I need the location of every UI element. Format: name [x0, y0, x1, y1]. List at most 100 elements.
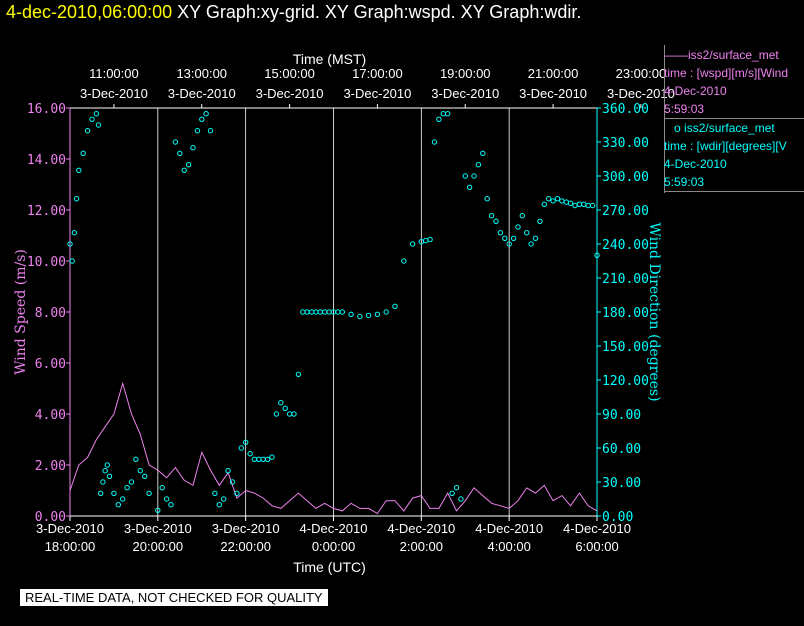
wind-direction-point — [291, 411, 297, 417]
bottom-tick-time: 4:00:00 — [487, 539, 530, 554]
wind-direction-point — [181, 167, 187, 174]
legend-wdir[interactable]: o iss2/surface_met time : [wdir][degrees… — [664, 119, 804, 191]
wind-direction-point — [374, 311, 381, 317]
bottom-tick-time: 20:00:00 — [133, 539, 184, 554]
wind-direction-point — [427, 236, 433, 243]
wind-direction-point — [106, 473, 113, 479]
bottom-tick-time: 6:00:00 — [575, 539, 618, 554]
legend-bottom-divider — [664, 191, 804, 192]
wind-direction-point — [401, 258, 407, 264]
wind-direction-point — [172, 139, 179, 145]
wind-direction-point — [115, 502, 122, 508]
wind-direction-point — [104, 462, 111, 468]
right-tick-label: 210.00 — [602, 272, 649, 287]
bottom-tick-time: 0:00:00 — [312, 539, 355, 554]
wind-direction-point — [238, 445, 245, 451]
left-tick-label: 12.00 — [27, 204, 66, 219]
wind-direction-point — [282, 405, 288, 411]
wind-direction-point — [159, 485, 165, 491]
wind-direction-point — [102, 468, 108, 474]
wind-direction-point — [502, 235, 508, 242]
wind-direction-point — [190, 145, 196, 151]
top-tick-date: 3-Dec-2010 — [256, 86, 324, 101]
wind-direction-point — [229, 479, 236, 485]
wind-direction-point — [76, 167, 82, 174]
legend-wspd-time: 5:59:03 — [664, 102, 705, 116]
wind-direction-point — [142, 473, 148, 479]
legend-wspd[interactable]: ——iss2/surface_met time : [wspd][m/s][Wi… — [664, 46, 804, 118]
wind-direction-point — [95, 122, 102, 128]
wind-direction-point — [392, 303, 398, 309]
wind-direction-point — [445, 111, 451, 117]
right-axis-title: Wind Direction (degrees) — [646, 222, 662, 401]
wind-direction-point — [286, 411, 293, 417]
bottom-tick-date: 3-Dec-2010 — [212, 521, 280, 536]
wind-direction-point — [98, 490, 104, 496]
wind-direction-point — [541, 201, 547, 208]
wind-direction-point — [436, 116, 442, 123]
wind-direction-point — [581, 201, 587, 208]
wind-direction-point — [537, 218, 543, 225]
bottom-tick-date: 4-Dec-2010 — [300, 521, 368, 536]
wind-direction-point — [528, 241, 534, 247]
right-tick-label: 0.00 — [602, 510, 633, 525]
wind-direction-point — [449, 490, 455, 496]
legend-divider — [664, 118, 804, 119]
wind-direction-point — [124, 485, 130, 491]
legend-wspd-variable: time : [wspd][m/s][Wind — [664, 66, 789, 80]
header-datetime: 4-dec-2010,06:00:00 — [6, 2, 173, 22]
wind-direction-point — [365, 312, 372, 319]
wind-direction-point — [458, 496, 464, 502]
right-tick-label: 90.00 — [602, 408, 641, 423]
wind-direction-point — [168, 502, 174, 508]
wind-direction-point — [515, 224, 521, 230]
legend-wspd-line-icon: —— — [664, 48, 688, 62]
wind-direction-point — [431, 139, 438, 145]
wind-direction-point — [493, 218, 499, 225]
wind-direction-point — [120, 496, 126, 502]
left-tick-label: 0.00 — [35, 510, 66, 525]
bottom-tick-date: 4-Dec-2010 — [475, 521, 543, 536]
wind-direction-point — [335, 309, 341, 315]
wind-direction-point — [80, 150, 86, 157]
left-tick-label: 14.00 — [27, 153, 66, 168]
legend-wdir-date: 4-Dec-2010 — [664, 157, 727, 171]
wind-direction-point — [128, 479, 135, 485]
wind-direction-point — [207, 128, 214, 134]
wind-direction-point — [269, 454, 275, 460]
wind-direction-point — [488, 213, 495, 219]
chart-header: 4-dec-2010,06:00:00 XY Graph:xy-grid. XY… — [6, 2, 581, 23]
wind-direction-point — [554, 196, 561, 202]
right-tick-label: 150.00 — [602, 340, 649, 355]
wind-speed-line — [69, 381, 598, 515]
wind-direction-point — [146, 490, 152, 496]
right-tick-label: 270.00 — [602, 204, 649, 219]
wind-direction-point — [524, 230, 530, 236]
wind-direction-point — [453, 485, 460, 491]
quality-warning-banner: REAL-TIME DATA, NOT CHECKED FOR QUALITY — [20, 589, 328, 606]
wind-direction-point — [308, 309, 315, 315]
wind-direction-point — [216, 502, 223, 508]
bottom-tick-time: 22:00:00 — [220, 539, 271, 554]
top-tick-time: 11:00:00 — [89, 66, 139, 81]
wind-direction-point — [163, 496, 170, 502]
wind-direction-point — [225, 468, 231, 474]
wind-direction-point — [462, 173, 468, 179]
top-tick-time: 19:00:00 — [440, 66, 491, 81]
left-tick-label: 16.00 — [27, 102, 66, 117]
top-tick-time: 23:00:00 — [616, 66, 667, 81]
top-tick-date: 3-Dec-2010 — [168, 86, 236, 101]
wind-direction-point — [546, 196, 552, 202]
top-tick-time: 21:00:00 — [528, 66, 579, 81]
top-tick-date: 3-Dec-2010 — [343, 86, 411, 101]
wind-direction-point — [585, 202, 591, 209]
wind-direction-point — [589, 202, 596, 209]
wind-direction-point — [594, 252, 600, 259]
wind-direction-point — [532, 235, 539, 242]
wind-direction-point — [519, 213, 525, 219]
wind-direction-point — [572, 202, 578, 209]
wind-direction-point — [576, 201, 583, 208]
wind-direction-point — [89, 116, 95, 123]
wind-direction-point — [440, 111, 446, 117]
